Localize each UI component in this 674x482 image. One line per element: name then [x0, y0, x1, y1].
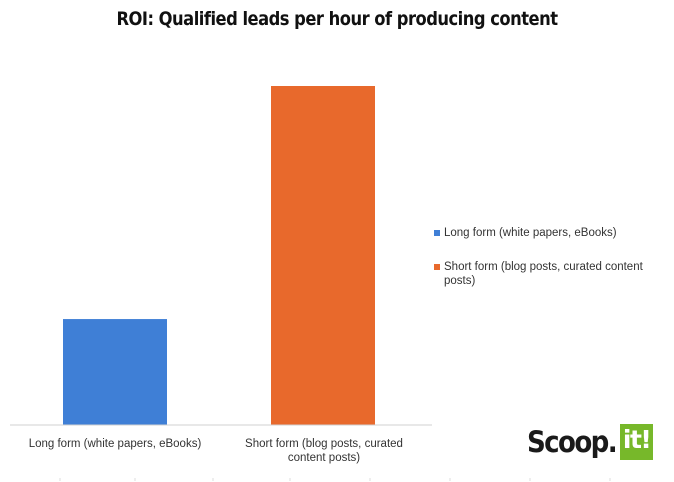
category-label-short-form-line1: Short form (blog posts, curated: [245, 438, 403, 450]
scoopit-logo: Scoop. it!: [527, 424, 654, 460]
legend-swatch-long-form: [434, 230, 440, 236]
category-label-short-form: Short form (blog posts, curated content …: [234, 437, 414, 465]
category-label-short-form-line2: content posts): [287, 452, 361, 464]
scoopit-logo-badge: it!: [619, 424, 654, 460]
x-axis-ticks: [59, 478, 611, 481]
legend-item-long-form: Long form (white papers, eBooks): [434, 226, 670, 240]
scoopit-logo-text: Scoop.: [527, 425, 618, 459]
category-label-long-form: Long form (white papers, eBooks): [25, 437, 205, 451]
chart-legend: Long form (white papers, eBooks) Short f…: [434, 226, 670, 308]
bar-group: [63, 86, 375, 425]
legend-label-long-form: Long form (white papers, eBooks): [444, 227, 617, 239]
category-label-long-form-text: Long form (white papers, eBooks): [28, 438, 202, 450]
legend-item-short-form: Short form (blog posts, curated content …: [434, 260, 670, 288]
bar-short-form: [271, 86, 375, 425]
legend-label-short-form: Short form (blog posts, curated content …: [444, 261, 643, 287]
chart-title: ROI: Qualified leads per hour of produci…: [116, 8, 558, 30]
bar-long-form: [63, 319, 167, 425]
legend-swatch-short-form: [434, 264, 440, 270]
